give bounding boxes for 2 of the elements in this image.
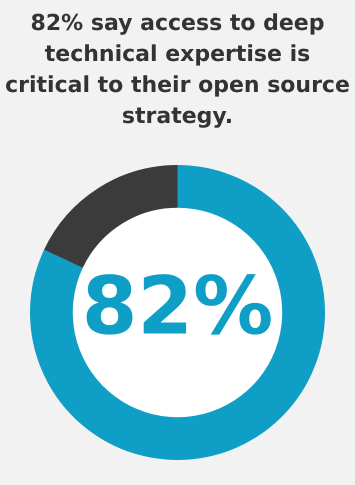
chart-title: 82% say access to deep technical expertise is critical to their open source strategy. [4, 10, 351, 131]
data-label: 82% [82, 259, 274, 352]
